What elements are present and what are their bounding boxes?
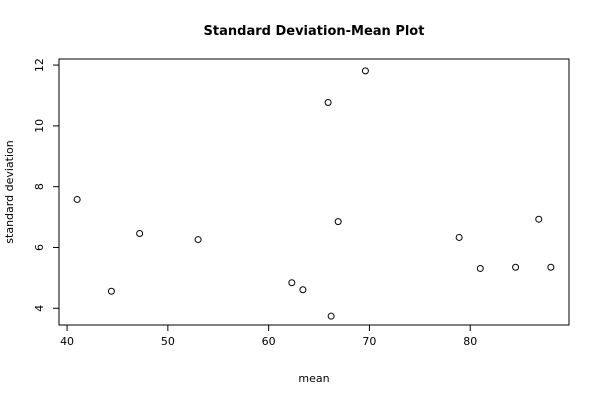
scatter-point	[361, 67, 369, 75]
y-tick-label: 6	[33, 244, 46, 251]
scatter-point	[535, 215, 543, 223]
y-tick-label: 12	[33, 58, 46, 72]
scatter-point	[136, 229, 144, 237]
scatter-point	[455, 233, 463, 241]
x-tick-label: 40	[60, 335, 74, 348]
scatter-point	[334, 218, 342, 226]
x-tick-label: 70	[362, 335, 376, 348]
scatter-point	[299, 286, 307, 294]
scatter-point	[512, 263, 520, 271]
scatter-point	[476, 264, 484, 272]
scatter-point	[327, 312, 335, 320]
x-axis: 40 50 60 70 80	[60, 325, 477, 348]
y-axis-label: standard deviation	[3, 140, 16, 243]
plot-frame	[58, 58, 570, 326]
x-tick-label: 80	[463, 335, 477, 348]
x-tick-label: 50	[161, 335, 175, 348]
y-tick-label: 4	[33, 305, 46, 312]
x-axis-label: mean	[298, 372, 329, 385]
y-axis: 4 6 8 10 12	[33, 58, 59, 312]
data-points	[73, 67, 555, 320]
scatter-point	[547, 263, 555, 271]
y-tick-label: 8	[33, 183, 46, 190]
scatter-point	[288, 279, 296, 287]
scatter-point	[107, 287, 115, 295]
x-tick-label: 60	[262, 335, 276, 348]
chart-title: Standard Deviation-Mean Plot	[204, 24, 425, 39]
scatter-point	[194, 236, 202, 244]
scatter-point	[324, 98, 332, 106]
scatter-point	[73, 195, 81, 203]
y-tick-label: 10	[33, 119, 46, 133]
